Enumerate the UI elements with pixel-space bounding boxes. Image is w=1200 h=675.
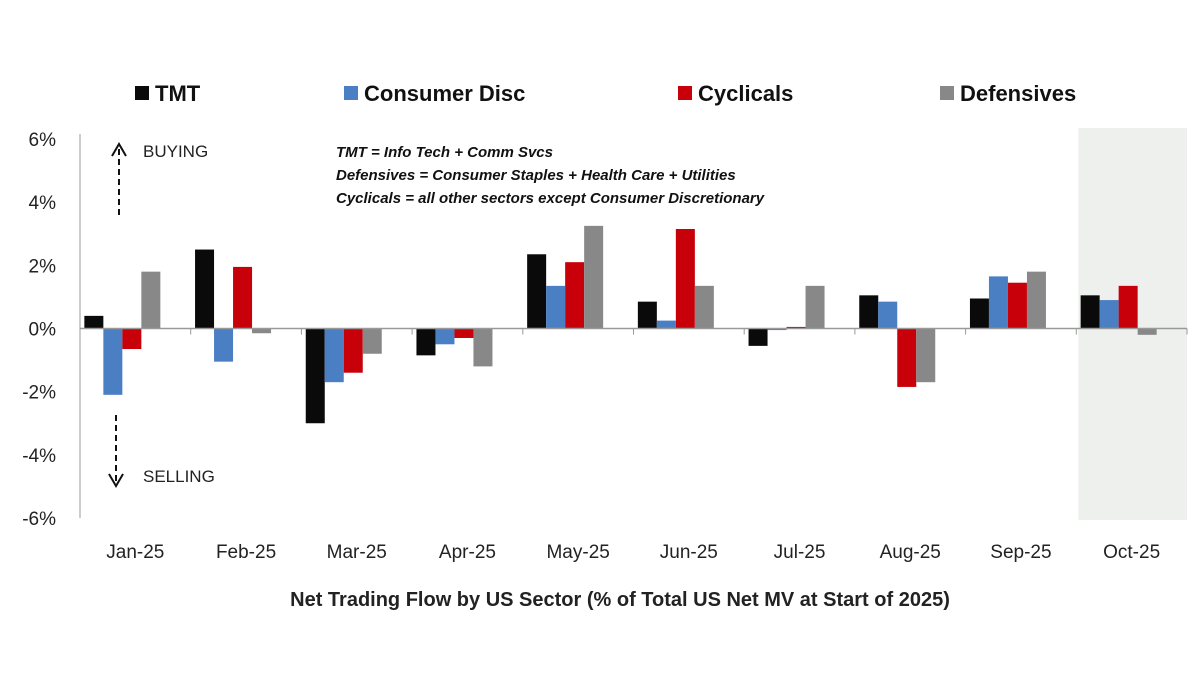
legend-item-cyclicals: Cyclicals — [678, 81, 793, 106]
bar-defensives-apr-25 — [473, 328, 493, 367]
buying-arrow — [111, 142, 127, 215]
bar-consumer-disc-feb-25 — [214, 328, 234, 362]
bar-cyclicals-jan-25 — [122, 328, 142, 350]
bar-tmt-apr-25 — [416, 328, 436, 356]
x-tick-label: Sep-25 — [990, 542, 1051, 563]
bar-cyclicals-aug-25 — [897, 328, 917, 387]
y-tick-label: 4% — [29, 193, 57, 214]
bar-tmt-mar-25 — [305, 328, 325, 424]
buying-label: BUYING — [143, 142, 208, 161]
bar-consumer-disc-oct-25 — [1099, 300, 1119, 329]
bar-tmt-may-25 — [527, 254, 547, 329]
note-cyclicals: Cyclicals = all other sectors except Con… — [336, 190, 765, 207]
bar-cyclicals-oct-25 — [1118, 285, 1138, 329]
y-tick-label: 6% — [29, 130, 57, 151]
bar-consumer-disc-may-25 — [546, 285, 566, 329]
y-tick-label: 0% — [29, 320, 57, 341]
x-tick-label: Jun-25 — [660, 542, 718, 563]
x-tick-label: May-25 — [546, 542, 609, 563]
bar-consumer-disc-jan-25 — [103, 328, 123, 395]
chart-title: Net Trading Flow by US Sector (% of Tota… — [290, 589, 950, 611]
bar-defensives-jun-25 — [694, 285, 714, 329]
x-tick-label: Aug-25 — [880, 542, 941, 563]
x-tick-label: Apr-25 — [439, 542, 496, 563]
legend-swatch — [940, 86, 954, 100]
bar-defensives-may-25 — [584, 225, 604, 329]
bar-defensives-oct-25 — [1137, 328, 1157, 335]
selling-label: SELLING — [143, 467, 215, 486]
bar-consumer-disc-mar-25 — [324, 328, 344, 383]
bar-consumer-disc-sep-25 — [988, 276, 1008, 329]
legend-item-tmt: TMT — [135, 81, 201, 106]
legend-label: TMT — [155, 81, 201, 106]
legend-item-consumer-disc: Consumer Disc — [344, 81, 525, 106]
y-tick-label: -2% — [22, 383, 56, 404]
bar-consumer-disc-apr-25 — [435, 328, 455, 345]
bar-tmt-feb-25 — [195, 249, 215, 329]
note-tmt: TMT = Info Tech + Comm Svcs — [336, 144, 553, 161]
bar-consumer-disc-jul-25 — [767, 328, 787, 331]
legend-label: Consumer Disc — [364, 81, 525, 106]
bar-tmt-jul-25 — [748, 328, 768, 346]
bar-cyclicals-may-25 — [565, 262, 585, 329]
bar-cyclicals-jun-25 — [675, 229, 695, 329]
bar-defensives-jul-25 — [805, 285, 825, 329]
bar-consumer-disc-aug-25 — [878, 301, 898, 329]
bar-defensives-mar-25 — [362, 328, 382, 354]
bar-cyclicals-apr-25 — [454, 328, 474, 338]
y-tick-label: -4% — [22, 446, 56, 467]
note-defensives: Defensives = Consumer Staples + Health C… — [336, 167, 736, 184]
x-tick-label: Mar-25 — [327, 542, 387, 563]
bar-cyclicals-feb-25 — [233, 266, 253, 329]
x-tick-label: Jul-25 — [774, 542, 826, 563]
y-tick-label: 2% — [29, 256, 57, 277]
bar-consumer-disc-jun-25 — [656, 320, 676, 329]
bar-tmt-aug-25 — [859, 295, 879, 329]
bar-defensives-feb-25 — [252, 328, 272, 334]
bar-tmt-oct-25 — [1080, 295, 1100, 329]
bar-cyclicals-jul-25 — [786, 326, 806, 329]
bar-tmt-sep-25 — [969, 298, 989, 329]
legend-swatch — [135, 86, 149, 100]
legend-item-defensives: Defensives — [940, 81, 1076, 106]
bar-tmt-jan-25 — [84, 315, 104, 329]
y-tick-label: -6% — [22, 509, 56, 530]
bar-defensives-jan-25 — [141, 271, 161, 329]
legend-label: Cyclicals — [698, 81, 793, 106]
bar-cyclicals-mar-25 — [343, 328, 363, 373]
bar-defensives-sep-25 — [1026, 271, 1046, 329]
x-tick-label: Feb-25 — [216, 542, 276, 563]
x-tick-label: Jan-25 — [106, 542, 164, 563]
bar-tmt-jun-25 — [637, 301, 657, 329]
legend-label: Defensives — [960, 81, 1076, 106]
legend-swatch — [678, 86, 692, 100]
legend-swatch — [344, 86, 358, 100]
selling-arrow — [108, 415, 124, 488]
x-tick-label: Oct-25 — [1103, 542, 1160, 563]
bar-defensives-aug-25 — [916, 328, 936, 383]
bar-cyclicals-sep-25 — [1007, 282, 1027, 329]
